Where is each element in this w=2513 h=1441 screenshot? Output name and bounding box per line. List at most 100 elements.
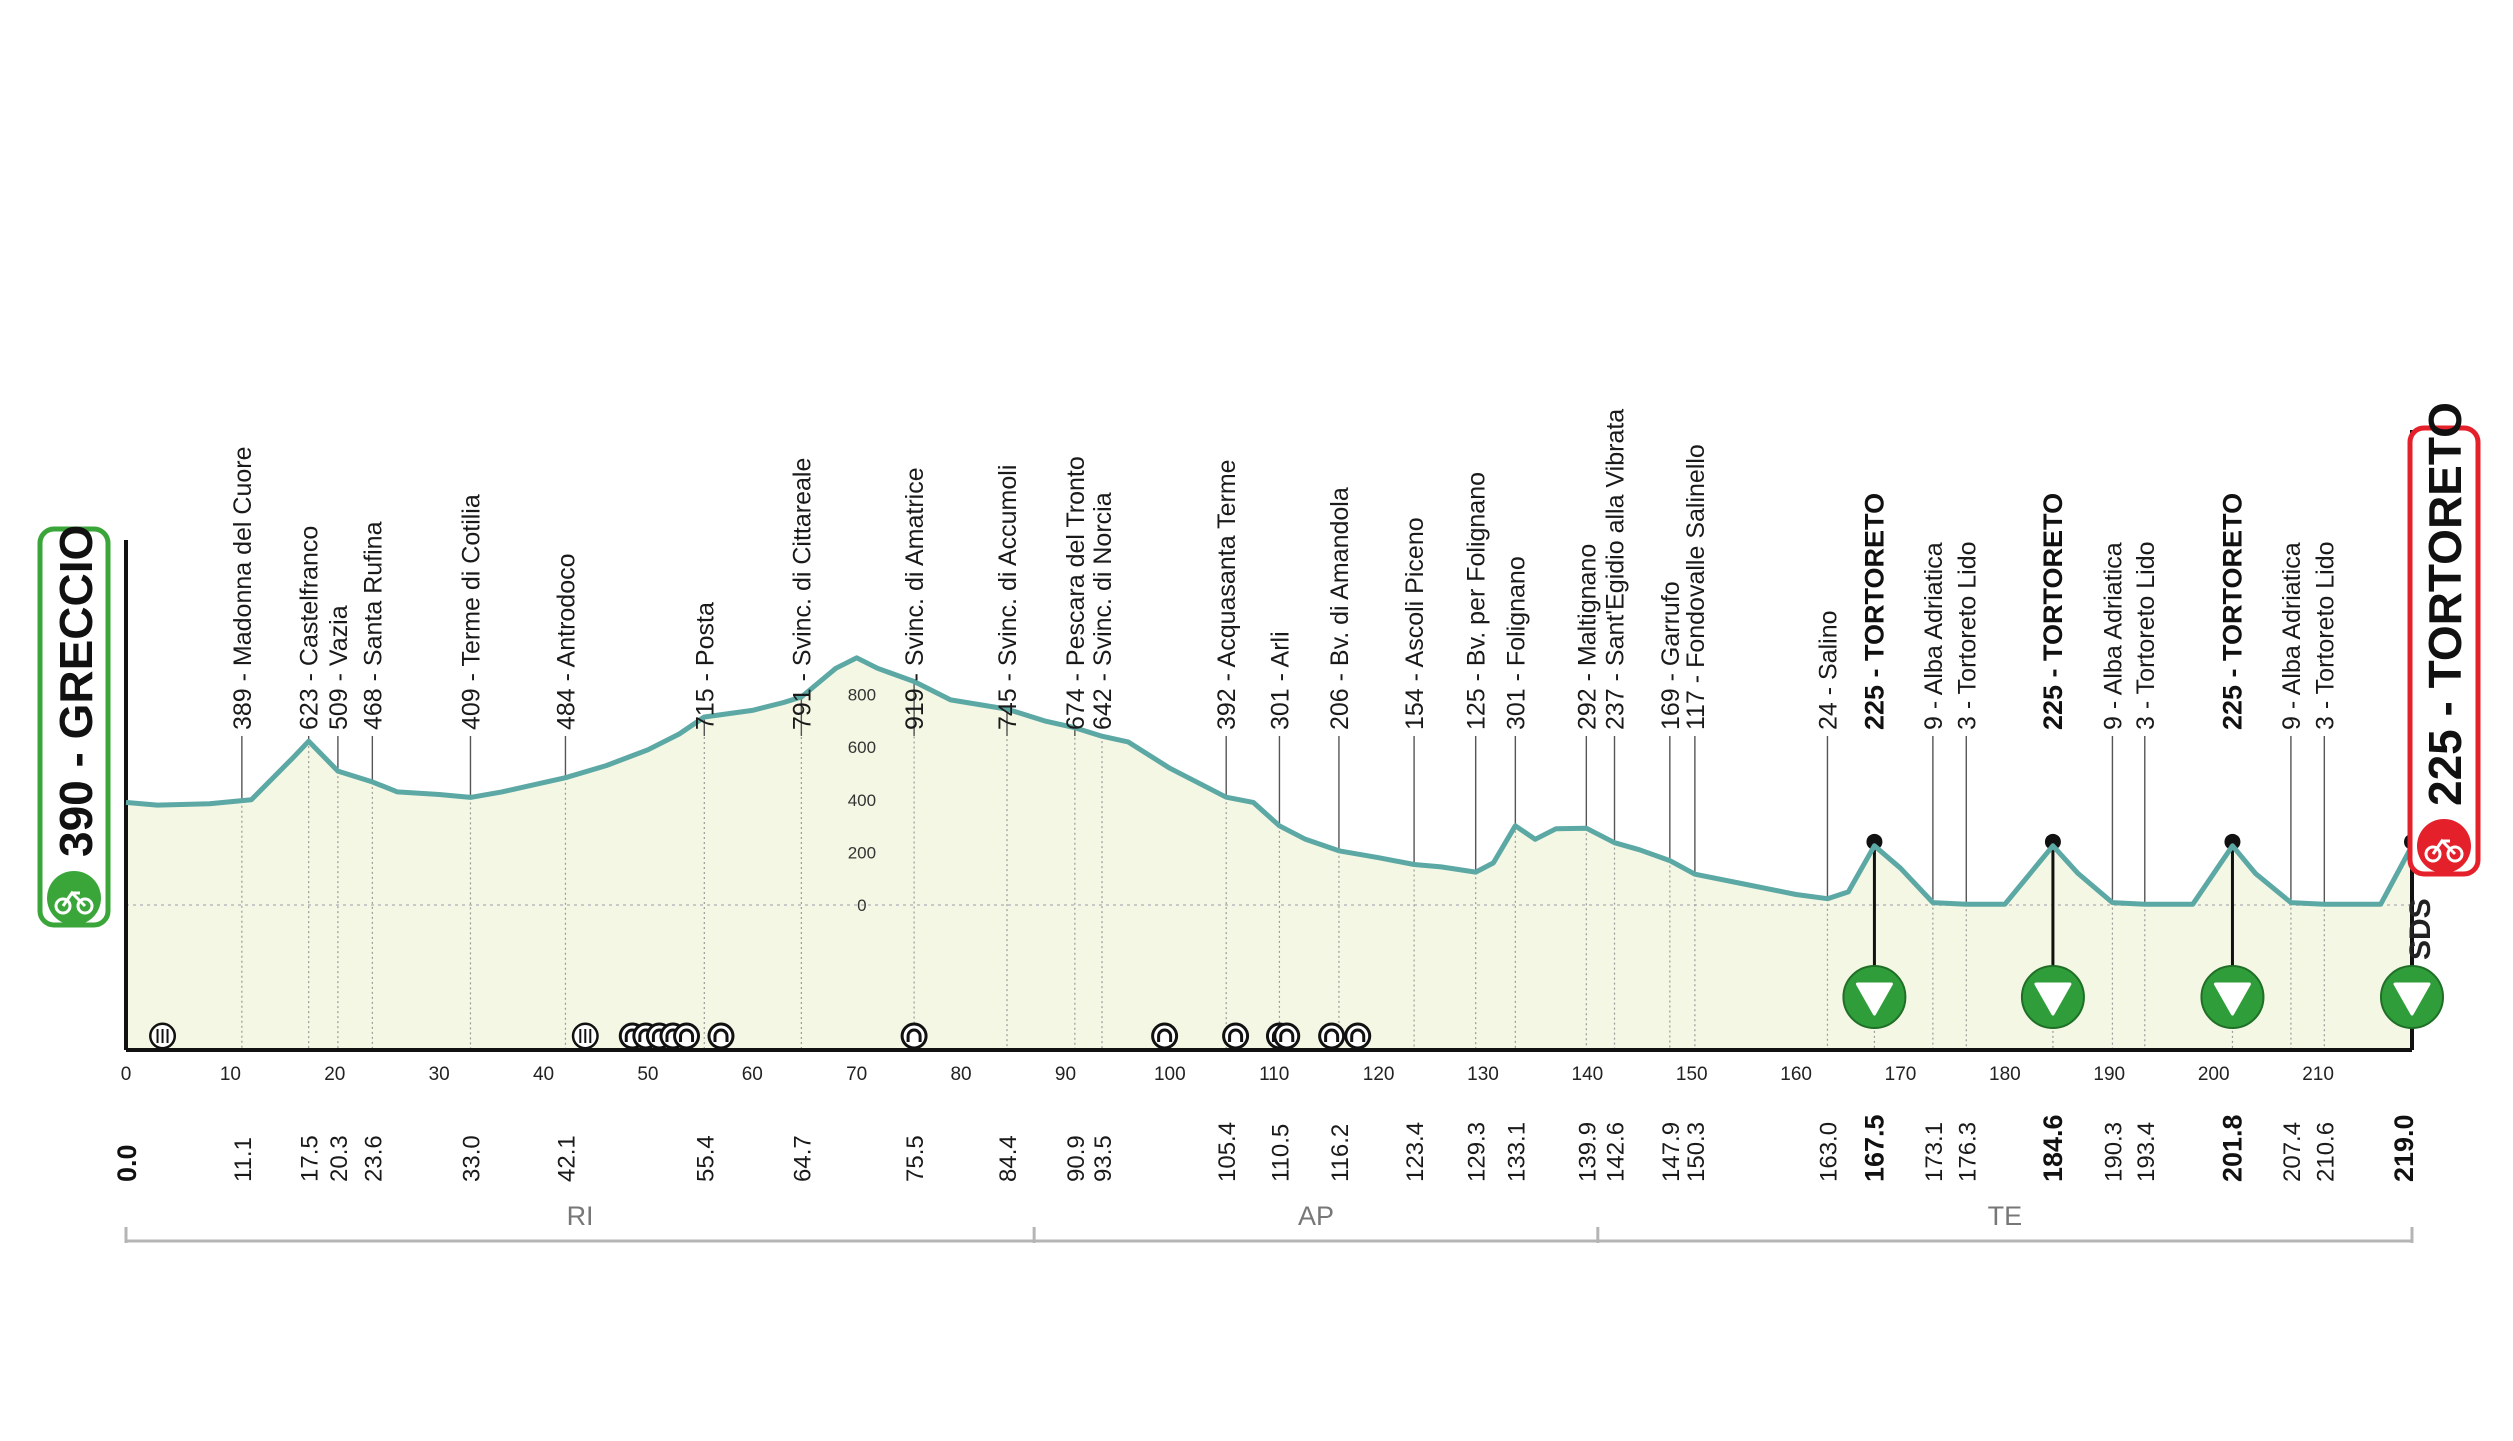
location-label: 9 - Alba Adriatica [2099,542,2127,730]
km-tick-label: 60 [742,1064,763,1085]
tunnel-icon [1222,1022,1250,1050]
location-label: 225 - TORTORETO [2218,493,2248,730]
km-value-label: 17.5 [297,1135,324,1182]
km-value-label: 90.9 [1063,1135,1090,1182]
km-tick-label: 210 [2302,1064,2334,1085]
km-value-label: 11.1 [230,1137,257,1182]
finish-badge-label: 225 - TORTORETO [2419,402,2471,806]
km-tick-label: 140 [1572,1064,1604,1085]
altitude-tick-label: 200 [848,843,876,862]
location-label: 484 - Antrodoco [553,553,581,730]
sprint-marker-triangle [2034,982,2072,1016]
km-value-label: 20.3 [326,1135,353,1182]
profile-area-layer [126,657,2412,1050]
sprint-dot [2224,833,2241,850]
tunnel-icon [707,1022,735,1050]
km-tick-label: 200 [2198,1064,2230,1085]
tunnel-icon [1151,1022,1179,1050]
km-value-label: 193.4 [2133,1122,2160,1182]
location-label: 24 - Salino [1815,610,1843,730]
location-label: 301 - Folignano [1502,556,1530,730]
km-value-label: 33.0 [459,1135,486,1182]
start-badge: 390 - GRECCIO [37,525,111,928]
km-tick-label: 120 [1363,1064,1395,1085]
tunnel-icon [900,1022,928,1050]
sprint-dot [2044,833,2061,850]
km-value-label: 184.6 [2038,1114,2068,1182]
tunnel-icon [1273,1022,1301,1050]
km-value-label: 201.8 [2218,1114,2248,1182]
km-tick-label: 170 [1885,1064,1917,1085]
location-label: 468 - Santa Rufina [359,521,387,730]
km-value-label: 64.7 [789,1135,816,1182]
finish-badge-frame [2407,425,2481,877]
location-label: 642 - Svinc. di Norcia [1089,492,1117,730]
region-label: RI [567,1201,594,1231]
km-value-label: 139.9 [1574,1122,1601,1182]
location-label: 125 - Bv. per Folignano [1463,472,1491,730]
location-label: 392 - Acquasanta Terme [1213,459,1241,730]
location-label: 154 - Ascoli Piceno [1401,517,1429,730]
location-label: 3 - Tortoreto Lido [2311,541,2339,730]
tunnel-icon [673,1022,701,1050]
km-tick-label: 190 [2093,1064,2125,1085]
location-label: 117 - Fondovalle Salinello [1682,444,1710,730]
altitude-tick-label: 400 [848,791,876,810]
tunnel-icon-arch [1350,1028,1366,1042]
km-value-label: 110.5 [1267,1124,1294,1182]
km-tick-label: 10 [220,1064,241,1085]
km-tick-label: 110 [1259,1064,1289,1085]
tunnel-icon-arch [1324,1028,1340,1042]
road-feature-icons [149,1022,1372,1050]
region-label: TE [1988,1201,2023,1231]
km-tick-label: 0 [121,1064,132,1085]
km-value-label: 190.3 [2100,1122,2127,1182]
km-tick-label: 30 [429,1064,450,1085]
tunnel-icon [1318,1022,1346,1050]
km-value-label: 123.4 [1402,1122,1429,1182]
km-tick-label: 70 [846,1064,867,1085]
km-tick-label: 20 [324,1064,345,1085]
tunnel-icon-arch [1228,1028,1244,1042]
sprint-dot [1866,833,1883,850]
km-tick-label: 100 [1154,1064,1186,1085]
start-badge-label: 390 - GRECCIO [50,525,102,857]
km-tick-label: 150 [1676,1064,1708,1085]
tunnel-icon [1344,1022,1372,1050]
km-value-label: 116.2 [1327,1124,1354,1182]
altitude-tick-label: 0 [857,896,866,915]
km-value-label: 93.5 [1090,1135,1117,1182]
km-value-label: 23.6 [360,1135,387,1182]
location-label: 623 - Castelfranco [296,526,324,730]
km-value-label: 105.4 [1214,1122,1241,1182]
km-value-label: 167.5 [1859,1114,1889,1182]
finish-km-label: 219.0 [2389,1114,2419,1182]
altitude-scale: 0 200 400 600 800 [848,686,876,915]
km-value-label: 210.6 [2312,1122,2339,1182]
location-label: 206 - Bv. di Amandola [1326,487,1354,730]
km-tick-label: 160 [1780,1064,1812,1085]
finish-badge: 225 - TORTORETO SDS [2404,402,2481,960]
location-label: 674 - Pescara del Tronto [1062,456,1090,730]
km-value-label: 176.3 [1954,1122,1981,1182]
km-tick-label: 80 [950,1064,971,1085]
profile-area [126,657,2412,1050]
location-label: 9 - Alba Adriatica [2278,542,2306,730]
location-label: 745 - Svinc. di Accumoli [994,465,1022,730]
altitude-tick-label: 800 [848,686,876,705]
location-label: 791 - Svinc. di Cittareale [788,458,816,730]
sprint-marker-triangle [2213,982,2251,1016]
location-label: 919 - Svinc. di Amatrice [901,467,929,730]
location-label: 409 - Terme di Cotilia [458,494,486,730]
tunnel-icon-arch [1157,1028,1173,1042]
km-tick-label: 40 [533,1064,554,1085]
bike-icon-glyph [54,890,94,915]
tunnel-icon-arch [1279,1028,1295,1042]
sprint-marker-triangle [2393,982,2431,1016]
bike-icon [47,871,101,925]
km-tick-label: 130 [1467,1064,1499,1085]
km-ticks: 0 10 20 30 40 50 60 70 80 90 100 110 120 130 140 150 160… [121,1064,2334,1085]
location-label: 292 - Maltignano [1573,544,1601,730]
km-value-label: 207.4 [2279,1122,2306,1182]
